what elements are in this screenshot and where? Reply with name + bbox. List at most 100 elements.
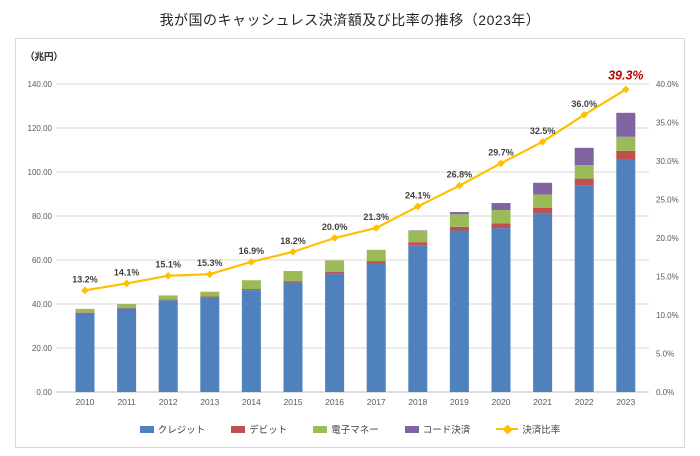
legend-item-code: コード決済: [404, 422, 471, 436]
bar-segment-credit: [616, 159, 636, 392]
ratio-marker: [372, 224, 380, 232]
bar-segment-debit: [325, 271, 345, 274]
bar-segment-emoney: [574, 165, 594, 179]
left-axis-tick-label: 100.00: [28, 168, 53, 177]
bar-segment-debit: [158, 299, 178, 301]
bar-segment-code: [491, 203, 511, 211]
bar-segment-credit: [283, 282, 303, 392]
x-axis-label: 2022: [575, 397, 594, 407]
bar-segment-code: [574, 147, 594, 166]
ratio-marker: [455, 181, 464, 190]
left-axis-tick-label: 0.00: [36, 388, 52, 397]
ratio-point-label: 20.0%: [322, 222, 348, 232]
left-axis-tick-label: 60.00: [32, 256, 53, 265]
legend-label-debit: デビット: [249, 425, 288, 436]
left-axis-tick-label: 140.00: [28, 80, 53, 89]
left-axis-tick-label: 120.00: [28, 124, 53, 133]
legend: クレジット デビット 電子マネー コード決済 決済比率: [16, 422, 684, 436]
right-axis-tick-label: 20.0%: [656, 234, 679, 243]
ratio-marker: [538, 137, 547, 146]
bar-segment-credit: [408, 245, 428, 392]
ratio-marker: [289, 248, 297, 256]
legend-label-code: コード決済: [422, 425, 471, 436]
bar-segment-debit: [491, 223, 511, 229]
x-axis-label: 2020: [492, 397, 511, 407]
ratio-marker: [497, 159, 505, 168]
left-axis-tick-label: 20.00: [32, 344, 53, 353]
x-axis-label: 2023: [616, 397, 635, 407]
ratio-marker: [122, 279, 131, 288]
ratio-marker: [414, 202, 422, 211]
ratio-marker: [622, 85, 630, 94]
x-axis-label: 2010: [76, 397, 95, 407]
bar-segment-debit: [449, 226, 469, 231]
bar-segment-credit: [491, 228, 511, 392]
bar-segment-credit: [200, 297, 220, 392]
legend-label-credit: クレジット: [157, 425, 206, 436]
emoney-swatch: [313, 425, 328, 433]
ratio-point-label: 32.5%: [530, 126, 556, 136]
x-axis-label: 2021: [533, 397, 552, 407]
bar-segment-credit: [449, 230, 469, 392]
bar-segment-debit: [241, 289, 261, 291]
bar-segment-debit: [408, 242, 428, 246]
right-axis-tick-label: 15.0%: [656, 273, 679, 282]
bar-segment-credit: [533, 213, 553, 392]
bar-segment-debit: [283, 281, 303, 283]
bar-segment-emoney: [200, 291, 220, 297]
bar-segment-emoney: [117, 304, 137, 308]
bar-segment-emoney: [533, 194, 553, 208]
ratio-point-label: 15.1%: [155, 260, 181, 270]
debit-swatch: [231, 425, 246, 433]
chart-area: 0.00 20.00 40.00 60.00 80.00 100.00 120.00 140.…: [15, 38, 685, 448]
ratio-point-label: 26.8%: [447, 170, 473, 180]
ratio-marker: [247, 258, 256, 266]
chart-title: 我が国のキャッシュレス決済額及び比率の推移（2023年）: [159, 12, 541, 28]
ratio-marker: [580, 111, 588, 119]
right-axis-tick-label: 10.0%: [656, 311, 679, 320]
left-axis-tick-label: 40.00: [32, 300, 53, 309]
x-axis-label: 2014: [242, 397, 261, 407]
x-axis-label: 2017: [367, 397, 386, 407]
x-axis-label: 2011: [117, 397, 136, 407]
bar-segment-debit: [616, 150, 636, 160]
ratio-line: [84, 88, 627, 292]
bar-segment-emoney: [158, 295, 178, 300]
x-axis-label: 2018: [408, 397, 427, 407]
bar-segment-emoney: [75, 308, 95, 313]
right-axis-tick-label: 40.0%: [656, 80, 679, 89]
ratio-point-label: 18.2%: [280, 236, 306, 246]
bar-segment-emoney: [283, 271, 303, 282]
x-axis-label: 2019: [450, 397, 469, 407]
bar-segment-credit: [75, 312, 95, 392]
bar-segment-debit: [533, 207, 553, 214]
legend-label-emoney: 電子マネー: [331, 425, 379, 436]
ratio-point-label: 16.9%: [239, 246, 265, 256]
x-axis-label: 2013: [200, 397, 219, 407]
ratio-marker: [81, 286, 89, 295]
bar-segment-credit: [241, 290, 261, 392]
bar-segment-debit: [366, 261, 386, 264]
legend-item-emoney: 電子マネー: [313, 422, 379, 436]
bar-segment-emoney: [241, 280, 261, 290]
x-axis-label: 2012: [159, 397, 178, 407]
bar-segment-emoney: [325, 260, 345, 272]
bar-segment-credit: [366, 263, 386, 392]
bar-segment-code: [449, 212, 469, 215]
legend-item-ratio: 決済比率: [496, 422, 560, 436]
bar-segment-credit: [117, 308, 137, 392]
bar-segment-credit: [325, 273, 345, 392]
legend-item-credit: クレジット: [139, 422, 206, 436]
bar-segment-debit: [117, 307, 137, 309]
x-axis-label: 2016: [325, 397, 344, 407]
ratio-marker: [164, 271, 172, 280]
bar-segment-credit: [158, 300, 178, 392]
x-axis-label: 2015: [284, 397, 303, 407]
ratio-point-label-highlight: 39.3%: [608, 68, 643, 82]
right-axis-tick-label: 25.0%: [656, 196, 679, 205]
bar-segment-emoney: [449, 214, 469, 227]
bar-segment-emoney: [491, 210, 511, 224]
ratio-point-label: 29.7%: [488, 147, 514, 157]
legend-item-debit: デビット: [231, 422, 287, 436]
